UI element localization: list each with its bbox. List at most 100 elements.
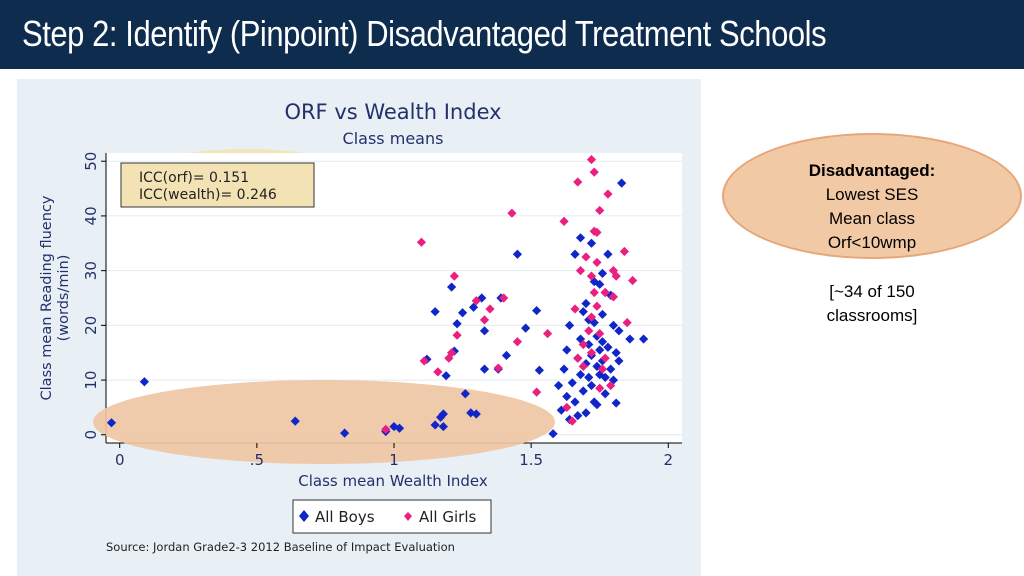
boys-data-point [581, 408, 591, 418]
boys-data-point [534, 365, 544, 375]
callout-heading: Disadvantaged: [808, 161, 936, 180]
chart-subtitle: Class means [343, 129, 444, 148]
legend-box [292, 499, 492, 534]
boys-data-point [600, 372, 610, 382]
girls-data-point [493, 363, 503, 373]
boys-data-point [468, 302, 479, 312]
girls-data-point [507, 208, 517, 218]
x-axis-ticks: 0 .5 1 1.5 2 [115, 443, 673, 469]
callout-line: Orf<10wmp [827, 233, 917, 252]
classroom-count-note: [~34 of 150 [829, 282, 915, 301]
series-all-girls [381, 154, 638, 434]
x-tick-label: 1 [389, 451, 399, 469]
girls-data-point [578, 361, 588, 371]
x-tick-label: 1.5 [519, 451, 543, 469]
boys-data-point [501, 350, 512, 361]
y-axis-label-line1: Class mean Reading fluency [39, 195, 55, 400]
girls-data-point [499, 293, 509, 303]
girls-data-point [611, 271, 621, 281]
boys-data-point [562, 391, 572, 402]
boys-data-point [595, 279, 605, 289]
boys-data-point [452, 319, 462, 329]
boys-data-point [512, 249, 523, 259]
boys-data-point [595, 345, 605, 355]
low-orf-highlight-ellipse [93, 380, 555, 464]
boys-data-point [394, 423, 405, 433]
boys-data-point [597, 309, 608, 320]
boys-data-point [584, 372, 594, 382]
y-tick-label: 20 [82, 316, 100, 335]
boys-data-point [589, 397, 599, 407]
boys-data-point [106, 418, 117, 428]
boys-data-point [608, 375, 619, 385]
disadvantaged-callout [722, 133, 1022, 259]
legend-girls-label: All Girls [419, 508, 476, 526]
girls-data-point [589, 167, 599, 177]
boys-data-point [479, 326, 490, 336]
slide-title: Step 2: Identify (Pinpoint) Disadvantage… [22, 13, 827, 54]
boys-data-point [553, 380, 564, 391]
girls-data-point [512, 337, 523, 347]
scatter-chart: 0 .5 1 1.5 2 0 10 20 30 40 50 ICC(orf)= 0.151 ICC… [39, 100, 682, 554]
legend-girls-marker [404, 512, 412, 521]
x-tick-label: .5 [250, 451, 264, 469]
y-axis-ticks: 0 10 20 30 40 50 [82, 152, 106, 440]
girls-data-point [595, 328, 605, 339]
girls-data-point [433, 367, 443, 377]
girls-data-point [592, 227, 602, 237]
icc-annotation-box [120, 162, 315, 208]
y-tick-label: 40 [82, 206, 100, 225]
boys-data-point [578, 386, 588, 396]
girls-data-point [567, 416, 577, 426]
boys-data-point [290, 416, 300, 426]
boys-data-point [584, 339, 594, 350]
girls-data-point [586, 312, 597, 322]
x-axis-label: Class mean Wealth Index [298, 472, 488, 490]
girls-data-point [444, 353, 454, 363]
boys-data-point [581, 359, 591, 369]
icc-orf-text: ICC(orf)= 0.151 [139, 170, 249, 186]
boys-data-point [586, 238, 597, 248]
y-tick-label: 30 [82, 261, 100, 280]
boys-data-point [611, 348, 621, 358]
y-tick-label: 10 [82, 371, 100, 390]
icc-wealth-text: ICC(wealth)= 0.246 [139, 187, 277, 203]
girls-data-point [595, 383, 605, 393]
boys-data-point [600, 389, 610, 399]
girls-data-point [586, 348, 597, 358]
boys-data-point [521, 323, 531, 333]
boys-data-point [562, 345, 572, 355]
boys-data-point [438, 421, 448, 432]
girls-data-point [619, 246, 629, 257]
boys-data-point [447, 282, 457, 292]
x-tick-label: 2 [664, 451, 674, 469]
boys-data-point [617, 178, 627, 188]
girls-data-point [573, 177, 583, 187]
boys-data-point [466, 408, 476, 418]
girls-data-point [584, 326, 594, 336]
y-axis-label-line2: (words/min) [56, 255, 72, 342]
girls-data-point [447, 348, 457, 358]
girls-data-point [543, 328, 553, 339]
boys-data-point [625, 334, 635, 344]
girls-data-point [381, 424, 391, 434]
boys-data-point [575, 233, 586, 243]
y-tick-label: 50 [82, 152, 100, 171]
legend-boys-marker [299, 510, 309, 522]
boys-data-point [340, 428, 350, 438]
title-bar: Step 2: Identify (Pinpoint) Disadvantage… [0, 0, 1024, 69]
y-tick-label: 0 [82, 430, 100, 440]
girls-data-point [595, 205, 605, 216]
girls-data-point [419, 356, 429, 366]
boys-data-point [597, 356, 608, 366]
boys-data-point [430, 420, 440, 430]
girls-data-point [532, 387, 542, 397]
boys-data-point [614, 326, 624, 336]
boys-data-point [603, 342, 613, 352]
boys-data-point [559, 364, 569, 374]
girls-data-point [559, 216, 569, 226]
boys-data-point [441, 371, 451, 381]
callout-line: Mean class [829, 209, 915, 228]
boys-data-point [614, 356, 624, 366]
x-tick-label: 0 [115, 451, 125, 469]
